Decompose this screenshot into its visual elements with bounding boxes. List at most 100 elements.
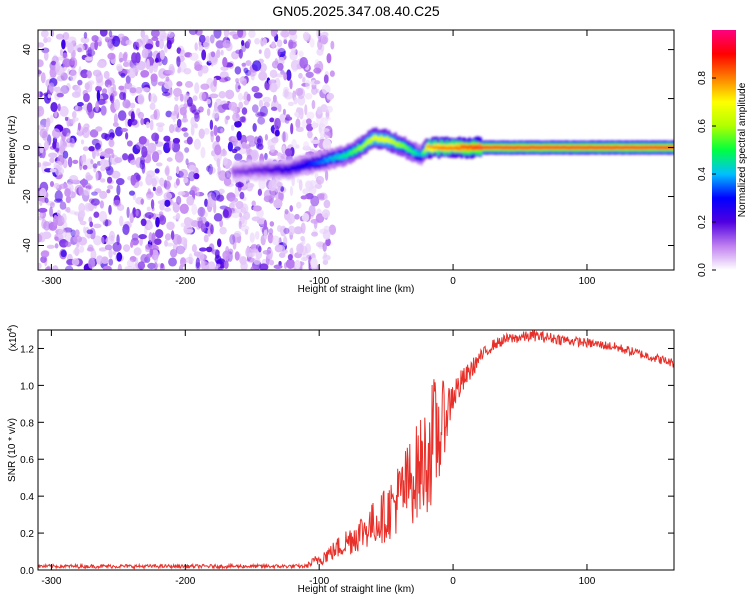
spectrogram-ridge-cell [378,136,381,143]
spectrogram-cell [176,81,183,87]
spectrogram-cell [200,83,210,90]
spectrogram-ridge-cell [550,147,553,149]
spectrogram-cell [300,256,309,262]
spectrogram-cell [107,176,113,184]
spectrogram-cell [220,128,224,133]
spectrogram-cell [213,30,222,39]
spectrogram-cell [131,52,138,64]
spectrogram-cell [168,124,175,134]
spectrogram-cell [169,140,174,150]
spectrogram-cell [165,110,173,118]
spectrogram-cell [329,70,335,77]
spectrogram-cell [250,149,259,162]
spectrogram-cell [235,78,240,83]
spectrogram-cell [272,94,277,103]
spectrogram-cell [227,141,234,152]
snr-series-line [38,330,674,570]
spectrogram-cell [323,252,328,259]
spectrogram-cell [120,39,124,45]
spectrogram-cell [137,261,146,270]
spectrogram-cell [87,80,95,86]
spectrogram-cell [82,146,89,152]
spectrogram-ridge-cell [262,167,266,170]
spectrogram-cell [295,87,304,97]
spectrogram-cell [209,93,219,99]
spectrogram-ridge-cell [259,168,262,171]
spectrogram-cell [220,66,229,72]
spectrogram-cell [228,101,238,111]
spectrogram-cell [307,130,313,139]
spectrogram-ridge-cell [466,146,470,149]
spectrogram-cell [196,190,200,197]
spectrogram-cell [112,83,117,93]
spectrogram-cell [66,132,71,142]
spectrogram-cell [286,69,292,81]
spectrogram-cell [38,207,48,213]
spectrogram-cell [117,263,122,270]
spectrogram-cell [263,101,270,108]
spectrogram-ridge-cell [347,153,351,156]
spectrogram-cell [234,120,242,128]
spectrogram-cell [40,256,47,264]
spectrogram-cell [241,141,247,149]
spectrogram-ridge-cell [326,159,330,162]
spectrogram-ridge-cell [497,147,500,149]
spectrogram-ridge-cell [532,146,536,149]
spectrogram-cell [52,265,59,270]
spectrogram-cell [283,35,287,44]
spectrogram-cell [244,228,249,235]
spectrogram-cell [69,210,77,215]
spectrogram-cell [130,175,137,186]
spectrogram-cell [108,30,113,38]
spectrogram-cell [213,213,223,222]
spectrogram-ridge-cell [577,147,580,149]
spectrogram-y-tick-label: 0 [22,144,33,150]
spectrogram-cell [275,73,285,78]
spectrogram-ridge-cell [426,145,429,148]
spectrogram-cell [149,119,154,131]
spectrogram-ridge-cell [408,146,412,153]
spectrogram-cell [240,39,245,47]
spectrogram-cell [319,123,324,128]
spectrogram-cell [112,241,122,252]
spectrogram-cell [324,169,329,181]
spectrogram-cell [297,87,306,100]
spectrogram-ridge-cell [641,147,645,149]
spectrogram-ridge-cell [524,146,527,149]
spectrogram-ridge-cell [575,146,579,149]
spectrogram-ridge-cell [418,153,421,156]
spectrogram-cell [71,258,80,266]
spectrogram-cell [54,198,63,203]
colorbar: 0.0 0.2 0.4 0.6 0.8 Normalized spectral ampl… [697,30,748,277]
spectrogram-cell [155,122,165,127]
spectrogram-ridge-cell [264,167,267,174]
spectrogram-ridge-cell [397,142,401,144]
spectrogram-cell [278,190,284,202]
spectrogram-y-tick-label: -20 [22,189,33,204]
spectrogram-ridge-cell [596,147,600,149]
spectrogram-cell [298,72,303,79]
spectrogram-cell [316,48,324,56]
spectrogram-ridge-cell [635,146,638,149]
spectrogram-cell [81,178,87,188]
spectrogram-cell [101,88,108,95]
snr-x-label: Height of straight line (km) [298,584,415,595]
spectrogram-cell [95,171,99,182]
spectrogram-cell [208,163,213,175]
spectrogram-ridge-cell [662,146,666,149]
spectrogram-ridge-cell [629,147,632,149]
spectrogram-cell [171,110,177,116]
spectrogram-cell [300,222,306,234]
spectrogram-cell [159,202,165,211]
spectrogram-ridge-cell [442,146,446,149]
spectrogram-cell [151,36,159,41]
spectrogram-ridge-cell [333,156,336,163]
spectrogram-cell [144,212,154,219]
spectrogram-cell [49,181,55,187]
spectrogram-ridge-cell [280,167,283,170]
spectrogram-cell [140,69,150,78]
spectrogram-cell [151,151,160,163]
spectrogram-cell [298,50,304,58]
spectrogram-cell [304,243,311,254]
spectrogram-cell [116,65,123,72]
